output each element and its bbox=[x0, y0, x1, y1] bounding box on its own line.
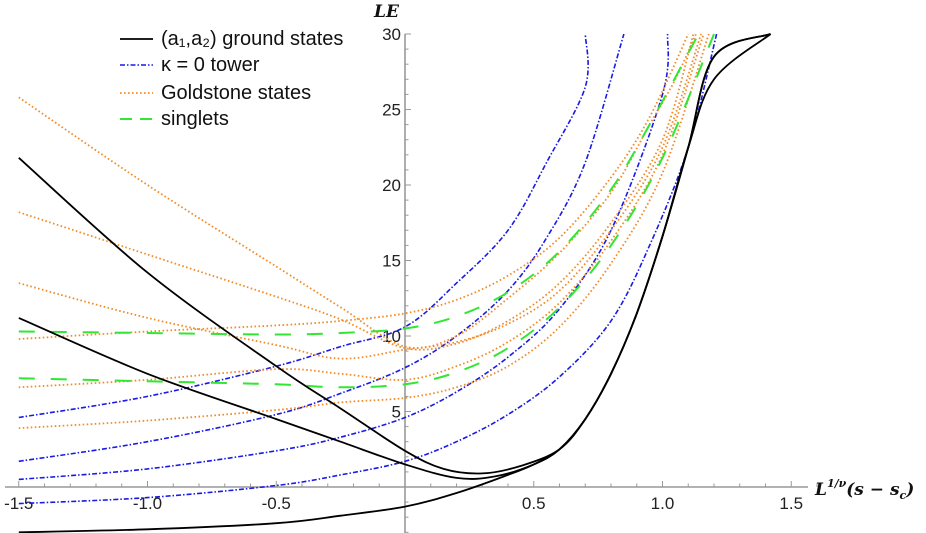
goldstone-curve bbox=[18, 33, 702, 360]
x-tick-label: 1.5 bbox=[779, 494, 803, 513]
y-tick-label: 10 bbox=[382, 327, 401, 346]
x-tick-label: 1.0 bbox=[651, 494, 675, 513]
x-tick-label: 0.5 bbox=[522, 494, 546, 513]
goldstone-curve bbox=[18, 33, 705, 389]
legend-label-tower: κ = 0 tower bbox=[161, 54, 260, 76]
y-tick-label: 30 bbox=[382, 25, 401, 44]
singlets-curve bbox=[18, 33, 715, 389]
goldstone-curve bbox=[18, 33, 695, 351]
x-tick-label: -0.5 bbox=[262, 494, 291, 513]
y-tick-label: 25 bbox=[382, 101, 401, 120]
y-tick-label: 15 bbox=[382, 252, 401, 271]
goldstone-curve bbox=[18, 33, 710, 429]
y-tick-label: 5 bbox=[392, 403, 401, 422]
x-tick-label: -1.0 bbox=[133, 494, 162, 513]
plot-curves bbox=[18, 33, 772, 533]
y-tick-label: 20 bbox=[382, 176, 401, 195]
y-ticks: 5 10 15 20 25 30 bbox=[382, 25, 411, 533]
tower-curve bbox=[18, 33, 625, 463]
ground-curve bbox=[18, 33, 772, 533]
axes: -1.5 -1.0 -0.5 0.5 1.0 1.5 5 10 15 20 25 30 bbox=[4, 25, 818, 533]
x-tick-label: -1.5 bbox=[4, 494, 33, 513]
tower-curve bbox=[18, 33, 718, 505]
tower-curve bbox=[18, 33, 589, 419]
x-axis-title: L1/ν(s − sc) bbox=[814, 477, 914, 502]
goldstone-curve bbox=[18, 33, 697, 350]
legend-label-ground: (a₁,a₂) ground states bbox=[161, 28, 343, 50]
tower-curve bbox=[18, 33, 670, 481]
x-ticks: -1.5 -1.0 -0.5 0.5 1.0 1.5 bbox=[4, 481, 818, 513]
goldstone-curve bbox=[18, 33, 690, 340]
legend-label-goldstone: Goldstone states bbox=[161, 82, 311, 104]
legend: (a₁,a₂) ground states κ = 0 tower Goldston… bbox=[120, 28, 343, 130]
singlets-curve bbox=[18, 33, 700, 336]
y-axis-title: LE bbox=[373, 2, 400, 22]
legend-label-singlets: singlets bbox=[161, 108, 229, 130]
